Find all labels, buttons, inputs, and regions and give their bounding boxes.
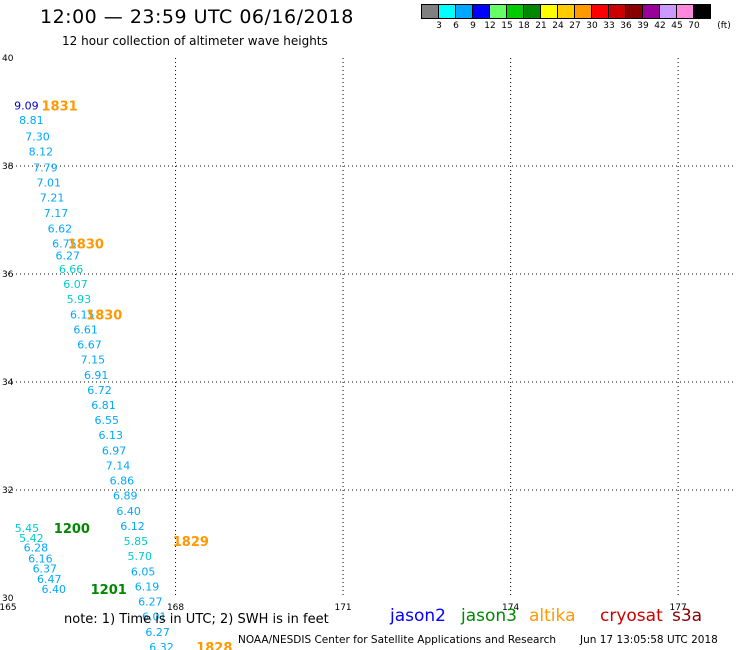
legend-label: 9 bbox=[470, 21, 476, 31]
legend-label: 27 bbox=[569, 21, 581, 31]
grid-lines bbox=[8, 58, 734, 598]
footer-note: note: 1) Time is in UTC; 2) SWH is in fe… bbox=[64, 612, 329, 627]
y-tick-label: 30 bbox=[2, 594, 14, 604]
wave-height-value: 6.28 bbox=[24, 542, 49, 555]
footer-timestamp: Jun 17 13:05:58 UTC 2018 bbox=[580, 634, 718, 646]
wave-height-value: 9.09 bbox=[14, 99, 39, 112]
y-tick-label: 32 bbox=[2, 486, 13, 496]
pass-time-labels: 1831 1830 1830 1829 1828 1200 1201 bbox=[42, 99, 233, 650]
wave-height-value: 6.40 bbox=[116, 505, 141, 518]
wave-height-value: 5.70 bbox=[128, 550, 153, 563]
wave-height-value: 7.14 bbox=[106, 459, 131, 472]
wave-height-value: 6.32 bbox=[149, 641, 174, 650]
wave-height-value: 6.62 bbox=[48, 222, 73, 235]
legend-label: 36 bbox=[620, 21, 632, 31]
legend-label: 24 bbox=[552, 21, 564, 31]
pass-time-label: 1828 bbox=[196, 641, 232, 650]
y-tick-label: 34 bbox=[2, 378, 14, 388]
wave-height-value: 7.21 bbox=[40, 192, 65, 205]
legend-labels: 3 6 9 12 15 18 21 24 27 30 33 36 39 42 45 70 (ft) bbox=[422, 19, 740, 33]
legend-swatches bbox=[421, 4, 740, 19]
pass-time-label: 1200 bbox=[54, 522, 90, 537]
legend-label: 39 bbox=[637, 21, 649, 31]
wave-height-value: 6.72 bbox=[87, 384, 112, 397]
wave-height-value: 6.27 bbox=[138, 596, 163, 609]
legend-label: 18 bbox=[518, 21, 530, 31]
page-title: 12:00 — 23:59 UTC 06/16/2018 bbox=[40, 6, 354, 28]
wave-height-value: 6.81 bbox=[91, 399, 116, 412]
wave-height-value: 5.93 bbox=[67, 293, 92, 306]
wave-height-value: 6.16 bbox=[28, 552, 52, 565]
axis-tick-labels: 165 168 171 174 177 32 34 36 38 40 30 bbox=[0, 54, 687, 613]
satellite-s3a-label: s3a bbox=[672, 606, 703, 626]
wave-height-value: 6.07 bbox=[63, 278, 87, 291]
x-tick-label: 177 bbox=[670, 603, 687, 613]
legend-unit: (ft) bbox=[717, 21, 731, 31]
wave-height-value: 6.37 bbox=[33, 563, 58, 576]
wave-height-value: 6.89 bbox=[113, 490, 138, 503]
legend-swatch bbox=[693, 4, 711, 19]
wave-height-value: 6.97 bbox=[102, 444, 127, 457]
y-tick-label: 40 bbox=[2, 54, 14, 64]
wave-height-value: 6.12 bbox=[120, 520, 144, 533]
wave-height-value: 5.42 bbox=[19, 532, 44, 545]
wave-height-value: 6.19 bbox=[135, 580, 160, 593]
wave-height-value: 7.01 bbox=[36, 177, 61, 190]
wave-height-value: 7.15 bbox=[81, 354, 106, 367]
satellite-jason3-label: jason3 bbox=[461, 606, 517, 626]
wave-height-value: 6.27 bbox=[145, 626, 170, 639]
wave-height-value: 5.45 bbox=[15, 522, 40, 535]
wave-height-value: 6.61 bbox=[73, 323, 98, 336]
legend-label: 6 bbox=[453, 21, 459, 31]
y-tick-label: 38 bbox=[2, 162, 14, 172]
wave-height-value: 8.12 bbox=[29, 146, 54, 159]
legend-label: 3 bbox=[436, 21, 442, 31]
legend-label: 33 bbox=[603, 21, 615, 31]
wave-height-value: 5.85 bbox=[124, 535, 148, 548]
wave-height-value: 6.05 bbox=[131, 565, 156, 578]
satellite-altika-label: altika bbox=[529, 606, 576, 626]
legend-label: 42 bbox=[654, 21, 666, 31]
wave-height-value: 6.75 bbox=[52, 238, 77, 251]
legend-label: 21 bbox=[535, 21, 547, 31]
wave-height-observations: 9.09 8.81 7.30 8.12 7.79 7.01 7.21 7.17 6.62 6.75… bbox=[14, 99, 174, 650]
x-tick-label: 165 bbox=[0, 603, 17, 613]
satellite-jason2-label: jason2 bbox=[390, 606, 446, 626]
x-tick-label: 168 bbox=[167, 603, 184, 613]
legend-label: 15 bbox=[501, 21, 513, 31]
page-subtitle: 12 hour collection of altimeter wave hei… bbox=[62, 34, 328, 48]
footer-credit: NOAA/NESDIS Center for Satellite Applica… bbox=[238, 634, 556, 646]
pass-time-label: 1830 bbox=[86, 308, 122, 323]
wave-height-value: 8.81 bbox=[19, 114, 44, 127]
wave-height-value: 7.30 bbox=[25, 131, 50, 144]
y-tick-label: 36 bbox=[2, 270, 14, 280]
wave-height-value: 6.91 bbox=[84, 369, 109, 382]
wave-height-value: 6.15 bbox=[70, 308, 95, 321]
wave-height-value: 6.86 bbox=[110, 475, 135, 488]
wave-height-value: 6.47 bbox=[37, 573, 62, 586]
satellite-cryosat-label: cryosat bbox=[600, 606, 663, 626]
legend-label: 45 bbox=[671, 21, 683, 31]
wave-height-value: 6.55 bbox=[95, 414, 120, 427]
x-tick-label: 174 bbox=[502, 603, 519, 613]
pass-time-label: 1831 bbox=[42, 99, 78, 114]
pass-time-label: 1829 bbox=[173, 535, 209, 550]
legend-label: 12 bbox=[484, 21, 496, 31]
wave-height-value: 6.27 bbox=[55, 249, 80, 262]
wave-height-value: 6.01 bbox=[142, 611, 167, 624]
x-tick-label: 171 bbox=[334, 603, 351, 613]
color-scale-legend: 3 6 9 12 15 18 21 24 27 30 33 36 39 42 45 70 (ft) bbox=[421, 4, 740, 33]
wave-height-value: 7.17 bbox=[44, 207, 69, 220]
pass-time-label: 1201 bbox=[91, 583, 127, 598]
wave-height-value: 6.67 bbox=[77, 339, 102, 352]
legend-label: 30 bbox=[586, 21, 598, 31]
wave-height-value: 6.40 bbox=[42, 583, 67, 596]
pass-time-label: 1830 bbox=[68, 238, 104, 253]
wave-height-value: 6.66 bbox=[59, 263, 84, 276]
wave-height-value: 7.79 bbox=[33, 161, 58, 174]
legend-label: 70 bbox=[688, 21, 700, 31]
wave-height-value: 6.13 bbox=[98, 429, 123, 442]
